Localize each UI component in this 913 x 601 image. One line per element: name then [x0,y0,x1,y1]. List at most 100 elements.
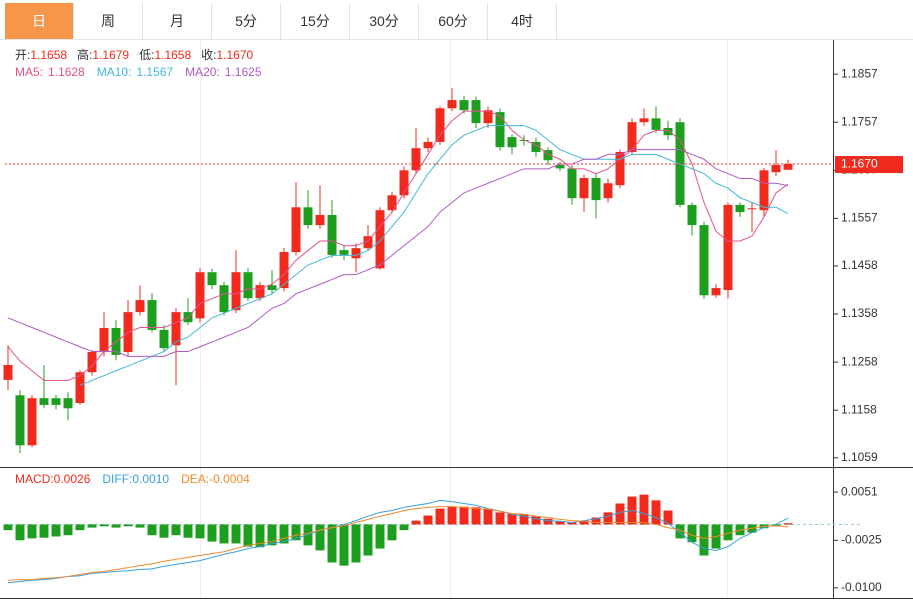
candle-body [231,272,241,311]
tab[interactable]: 日 [5,3,74,39]
y-tick-label: 1.1458 [841,258,878,272]
candle-body [483,110,493,124]
legend-name: MACD: [15,472,54,486]
macd-bar [423,515,433,525]
candle-body [711,288,721,296]
candle-body [267,285,277,290]
macd-bar [339,524,349,566]
candle-body [447,100,457,109]
legend-value: 0.0026 [54,472,91,486]
candle-body [411,148,421,171]
y-tick-label: 1.1757 [841,114,878,128]
y-tick-label: 1.1158 [841,402,877,416]
tab[interactable]: 月 [143,3,212,39]
candle-body [747,208,757,210]
macd-bar [459,506,469,525]
tab-bar: 日周月 5分 15分 30分 60分 4时 [5,3,557,39]
info-value: 1.1658 [30,48,67,62]
macd-bar [567,522,577,525]
candle-body [3,365,13,380]
macd-bar [615,503,625,525]
y-tick-label: -0.0100 [841,580,882,594]
candle-body [627,122,637,153]
macd-bar [639,494,649,525]
y-tick-label: 1.1059 [841,450,878,464]
candle-body [171,312,181,346]
macd-bar [267,524,277,546]
candle-body [423,141,433,149]
y-tick-label: 1.1258 [841,354,878,368]
candle-body [39,398,49,405]
tab[interactable]: 60分 [419,3,488,39]
legend-name: DIFF: [102,472,132,486]
info-value: 1.1679 [92,48,129,62]
tab[interactable]: 周 [74,3,143,39]
price-tag [835,156,903,174]
candle-body [615,152,625,186]
info-name: 低: [139,48,154,62]
legend-value: 1.1628 [48,65,85,79]
macd-bar [555,521,565,525]
candle-body [243,272,253,299]
macd-bar [411,520,421,525]
macd-bar [495,512,505,525]
macd-bar [531,516,541,525]
candle-body [255,285,265,299]
candle-body [723,204,733,290]
candle-body [351,248,361,259]
macd-bar [207,524,217,542]
macd-bar [15,524,25,541]
macd-bar [651,500,661,525]
tab[interactable]: 5分 [212,3,281,39]
macd-bar [507,513,517,525]
macd-bar [195,524,205,539]
legend-value: 1.1567 [136,65,173,79]
macd-bar [135,524,145,528]
macd-bar [471,507,481,525]
candle-body [543,150,553,161]
macd-bar [435,508,445,525]
macd-bar [783,523,793,525]
macd-bar [519,514,529,525]
macd-bar [111,524,121,528]
macd-bar [363,524,373,556]
macd-bar [99,524,109,527]
candle-body [15,395,25,446]
macd-bar [375,524,385,549]
line [7,506,789,581]
macd-bar [279,524,289,544]
candle-body [63,398,73,409]
macd-bar [3,524,13,531]
macd-bar [39,524,49,538]
candle-body [387,195,397,211]
tab[interactable]: 4时 [488,3,557,39]
macd-bar [723,524,733,541]
candle-body [315,215,325,226]
candle-body [399,170,409,196]
tab[interactable]: 30分 [350,3,419,39]
macd-bar [387,524,397,541]
candle-body [135,300,145,313]
line [7,149,789,357]
macd-bar [699,524,709,556]
macd-bar [603,512,613,525]
candle-body [375,210,385,269]
candle-body [735,204,745,213]
macd-bar [579,520,589,525]
macd-bar [147,524,157,536]
info-name: 开: [15,48,30,62]
line [79,125,789,386]
macd-bar [351,524,361,563]
y-tick-label: -0.0025 [841,532,882,546]
candle-body [159,329,169,349]
candle-body [567,168,577,199]
tab[interactable]: 15分 [281,3,350,39]
y-tick-label: 1.1358 [841,306,878,320]
line [7,110,789,381]
candle-body [435,108,445,142]
info-name: 高: [77,47,92,62]
y-tick-label: 1.1557 [841,211,878,225]
candle-body [75,372,85,403]
macd-bar [183,524,193,538]
candle-body [699,225,709,296]
